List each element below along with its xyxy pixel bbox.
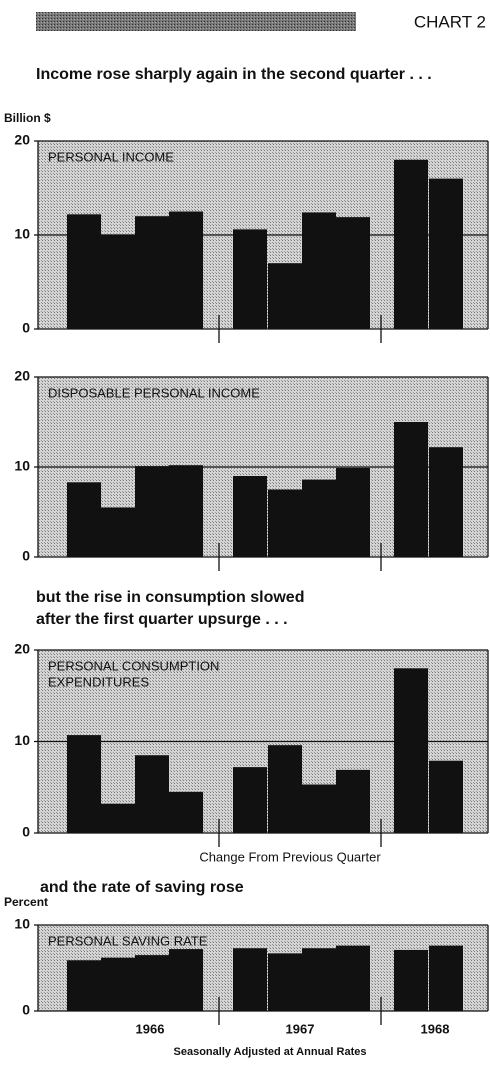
bar xyxy=(67,214,101,329)
bar xyxy=(302,784,336,833)
y-tick-label: 20 xyxy=(14,641,30,657)
bar xyxy=(169,791,203,833)
header-bar xyxy=(36,12,356,31)
bar xyxy=(233,948,267,1011)
bar xyxy=(302,948,336,1011)
y-tick-label: 0 xyxy=(22,1002,30,1018)
y-tick-label: 0 xyxy=(22,548,30,564)
bar xyxy=(394,422,428,557)
bar xyxy=(268,489,302,557)
bar xyxy=(169,949,203,1011)
bar xyxy=(336,945,370,1011)
bar xyxy=(429,447,463,557)
bar xyxy=(302,212,336,329)
chart-label: CHART 2 xyxy=(414,12,486,31)
y-tick-label: 0 xyxy=(22,320,30,336)
y-tick-label: 10 xyxy=(14,732,30,748)
bar xyxy=(336,769,370,833)
bar xyxy=(429,945,463,1011)
bar xyxy=(302,479,336,557)
bar xyxy=(135,955,169,1011)
bar xyxy=(268,953,302,1011)
y-tick-label: 10 xyxy=(14,226,30,242)
bar xyxy=(135,466,169,557)
bar xyxy=(233,476,267,557)
headline: after the first quarter upsurge . . . xyxy=(36,611,288,628)
y-tick-label: 10 xyxy=(14,916,30,932)
bar xyxy=(394,949,428,1011)
bar xyxy=(394,668,428,833)
bar xyxy=(336,217,370,329)
panel-title: PERSONAL CONSUMPTION xyxy=(48,658,219,673)
bar xyxy=(268,263,302,329)
bar xyxy=(233,767,267,833)
bar xyxy=(101,803,135,833)
bar xyxy=(169,465,203,557)
bar xyxy=(429,760,463,833)
bar xyxy=(135,755,169,833)
bar xyxy=(101,235,135,329)
x-group-label: 1968 xyxy=(421,1021,450,1036)
note: Change From Previous Quarter xyxy=(199,849,381,864)
headline: but the rise in consumption slowed xyxy=(36,589,304,606)
bar xyxy=(336,467,370,557)
bar xyxy=(268,745,302,833)
x-group-label: 1966 xyxy=(136,1021,165,1036)
panel-title: EXPENDITURES xyxy=(48,674,149,689)
panel-title: PERSONAL SAVING RATE xyxy=(48,933,208,948)
bar xyxy=(67,735,101,833)
y-tick-label: 20 xyxy=(14,368,30,384)
panel-title: PERSONAL INCOME xyxy=(48,149,174,164)
x-group-label: 1967 xyxy=(286,1021,315,1036)
bar xyxy=(169,211,203,329)
bar xyxy=(101,507,135,557)
unit-label: Percent xyxy=(4,895,48,909)
headline: Income rose sharply again in the second … xyxy=(36,66,432,83)
headline: and the rate of saving rose xyxy=(40,879,244,896)
panel-title: DISPOSABLE PERSONAL INCOME xyxy=(48,385,260,400)
bar xyxy=(67,960,101,1011)
unit-label: Billion $ xyxy=(4,111,51,125)
y-tick-label: 0 xyxy=(22,824,30,840)
bar xyxy=(135,216,169,329)
y-tick-label: 20 xyxy=(14,132,30,148)
bar xyxy=(233,229,267,329)
note: Seasonally Adjusted at Annual Rates xyxy=(174,1046,367,1058)
bar xyxy=(394,159,428,329)
bar xyxy=(67,482,101,557)
y-tick-label: 10 xyxy=(14,458,30,474)
bar xyxy=(101,957,135,1011)
bar xyxy=(429,178,463,329)
